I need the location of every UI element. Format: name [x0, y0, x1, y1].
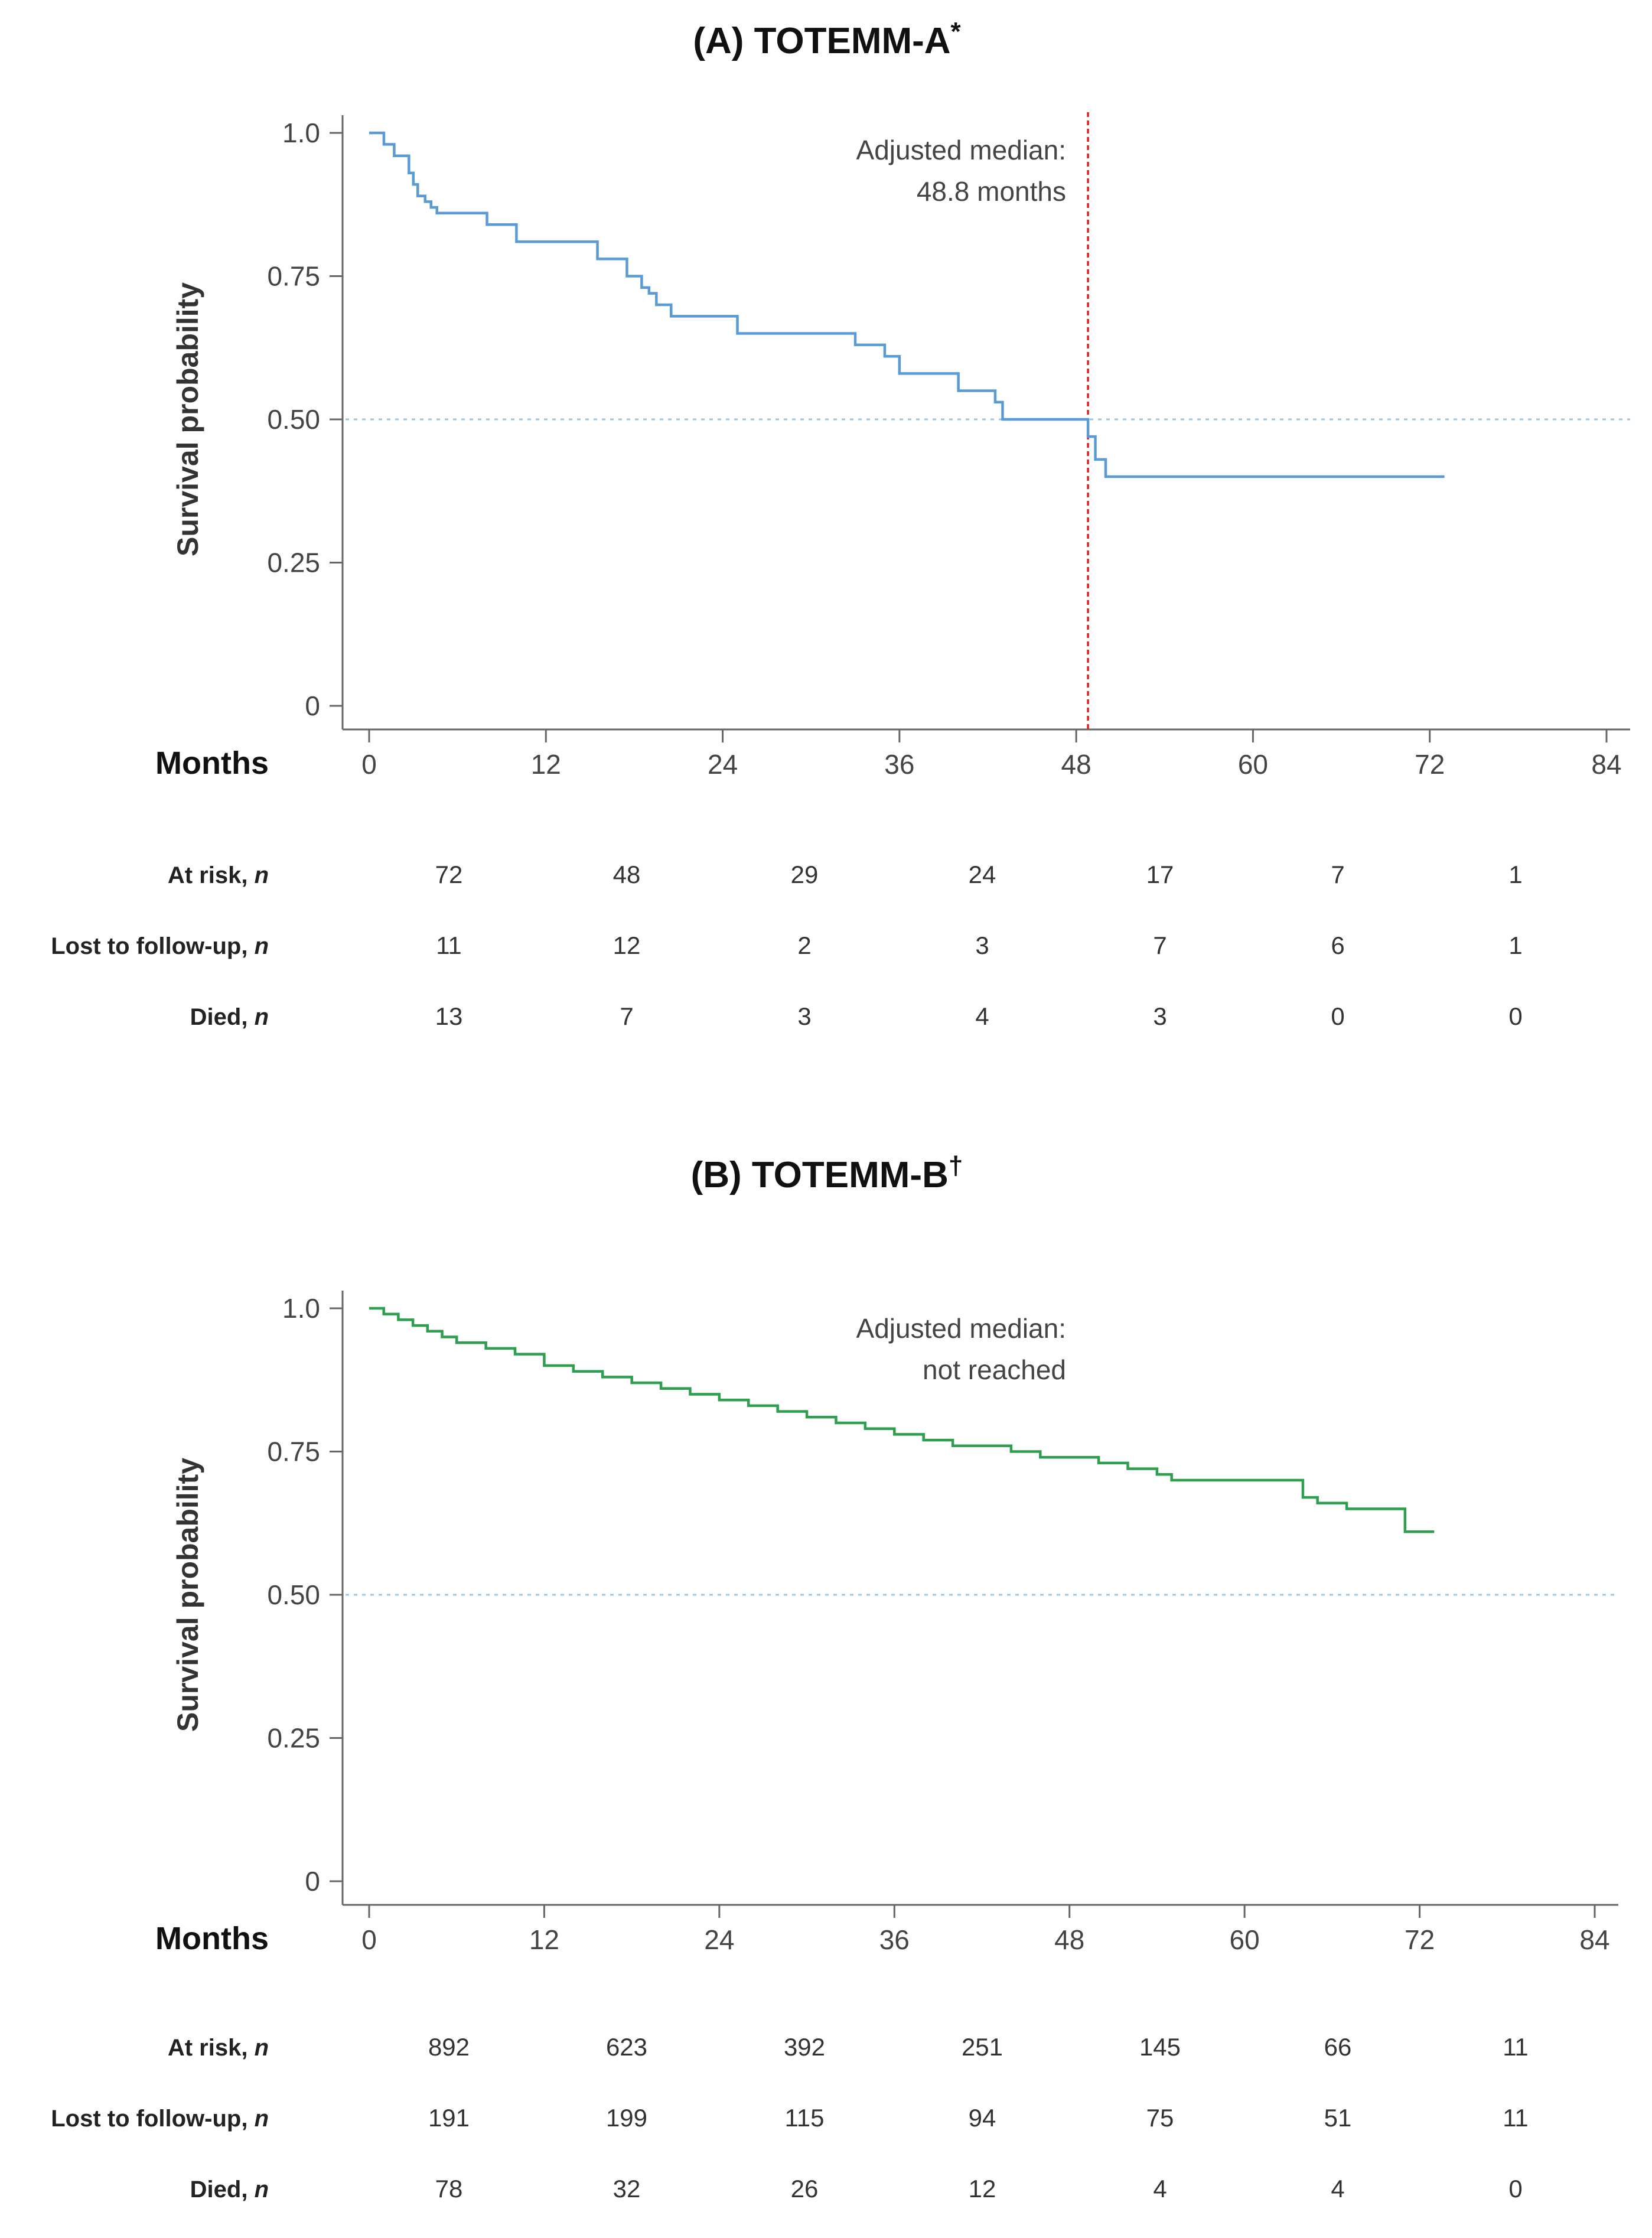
risk-table-cell: 7	[620, 1002, 633, 1030]
risk-table-cell: 48	[613, 861, 641, 888]
x-tick-label: 84	[1591, 749, 1621, 780]
y-tick-label: 0.25	[267, 548, 320, 578]
risk-table-cell: 32	[613, 2175, 641, 2203]
x-tick-label: 48	[1054, 1924, 1084, 1955]
x-tick-label: 36	[879, 1924, 910, 1955]
risk-table-cell: 66	[1324, 2033, 1352, 2061]
y-axis-label: Survival probability	[171, 282, 204, 556]
risk-table-cell: 11	[1503, 2033, 1529, 2061]
risk-table-cell: 6	[1331, 931, 1344, 959]
median-annotation: not reached	[923, 1354, 1066, 1385]
risk-table-cell: 1	[1508, 931, 1522, 959]
risk-row-label: Died, n	[190, 2177, 269, 2203]
risk-table-cell: 115	[785, 2104, 825, 2132]
risk-table-cell: 7	[1153, 931, 1166, 959]
risk-table-cell: 3	[797, 1002, 811, 1030]
y-tick-label: 0	[305, 690, 320, 721]
risk-table-cell: 145	[1139, 2033, 1181, 2061]
risk-row-label: At risk, n	[168, 862, 269, 888]
risk-table-cell: 94	[969, 2104, 996, 2132]
survival-curve	[369, 1307, 1435, 1533]
risk-table-cell: 26	[791, 2175, 819, 2203]
risk-table-cell: 0	[1508, 2175, 1522, 2203]
risk-table-cell: 1	[1508, 861, 1522, 888]
median-annotation: 48.8 months	[917, 176, 1066, 207]
risk-table-cell: 0	[1331, 1002, 1344, 1030]
risk-table-cell: 12	[613, 931, 641, 959]
risk-table-cell: 51	[1324, 2104, 1352, 2132]
risk-table-cell: 892	[428, 2033, 470, 2061]
x-tick-label: 24	[704, 1924, 734, 1955]
risk-table-cell: 12	[969, 2175, 996, 2203]
risk-table-cell: 17	[1146, 861, 1174, 888]
risk-table-cell: 13	[435, 1002, 463, 1030]
y-axis-label: Survival probability	[171, 1458, 204, 1732]
risk-table-cell: 191	[428, 2104, 470, 2132]
risk-table-cell: 392	[784, 2033, 825, 2061]
x-axis-label: Months	[155, 1921, 269, 1956]
risk-table-cell: 78	[435, 2175, 463, 2203]
y-tick-label: 0.50	[267, 1579, 320, 1610]
risk-row-label: Lost to follow-up, n	[51, 2106, 269, 2132]
panel-a: (A) TOTEMM-A*00.250.500.751.00 12 24 36 48 60…	[51, 17, 1630, 1030]
risk-table-cell: 2	[797, 931, 811, 959]
x-tick-label: 0	[361, 749, 377, 780]
x-tick-label: 60	[1238, 749, 1268, 780]
x-tick-label: 72	[1405, 1924, 1435, 1955]
risk-table-cell: 11	[1503, 2104, 1529, 2132]
panel-b: (B) TOTEMM-B† 0 0.25 0.50 0.75 1.0 0 12 24 36 48 60…	[51, 1151, 1618, 2203]
x-tick-label: 84	[1579, 1924, 1609, 1955]
risk-table-cell: 7	[1331, 861, 1344, 888]
x-tick-label: 12	[531, 749, 561, 780]
risk-table-cell: 199	[606, 2104, 647, 2132]
risk-row-label: Died, n	[190, 1004, 269, 1030]
y-tick-label: 1.0	[282, 118, 320, 148]
risk-table-cell: 251	[962, 2033, 1003, 2061]
chart-title: (B) TOTEMM-B†	[691, 1151, 963, 1195]
y-tick-label: 1.0	[282, 1293, 320, 1324]
risk-table-cell: 3	[975, 931, 989, 959]
y-tick-label: 0.75	[267, 1436, 320, 1467]
risk-table-cell: 0	[1508, 1002, 1522, 1030]
x-tick-label: 36	[884, 749, 914, 780]
risk-row-label: At risk, n	[168, 2035, 269, 2061]
x-tick-label: 48	[1061, 749, 1091, 780]
y-tick-label: 0.75	[267, 261, 320, 292]
y-tick-label: 0	[305, 1866, 320, 1897]
y-tick-label: 0.50	[267, 404, 320, 435]
x-axis-label: Months	[155, 745, 269, 781]
risk-row-label: Lost to follow-up, n	[51, 933, 269, 959]
risk-table-cell: 4	[1331, 2175, 1344, 2203]
x-tick-label: 60	[1230, 1924, 1260, 1955]
median-annotation: Adjusted median:	[856, 135, 1066, 165]
x-tick-label: 24	[708, 749, 738, 780]
y-tick-label: 0.25	[267, 1723, 320, 1754]
median-annotation: Adjusted median:	[856, 1313, 1066, 1344]
risk-table-cell: 623	[606, 2033, 647, 2061]
chart-title: (A) TOTEMM-A*	[693, 17, 961, 61]
risk-table-cell: 24	[969, 861, 996, 888]
survival-curve	[369, 131, 1445, 478]
risk-table-cell: 11	[436, 931, 462, 959]
risk-table-cell: 72	[435, 861, 463, 888]
risk-table-cell: 75	[1146, 2104, 1174, 2132]
risk-table-cell: 4	[975, 1002, 989, 1030]
x-tick-label: 0	[361, 1924, 377, 1955]
risk-table-cell: 3	[1153, 1002, 1166, 1030]
risk-table-cell: 4	[1153, 2175, 1166, 2203]
x-tick-label: 72	[1415, 749, 1445, 780]
x-tick-label: 12	[529, 1924, 559, 1955]
risk-table-cell: 29	[791, 861, 819, 888]
